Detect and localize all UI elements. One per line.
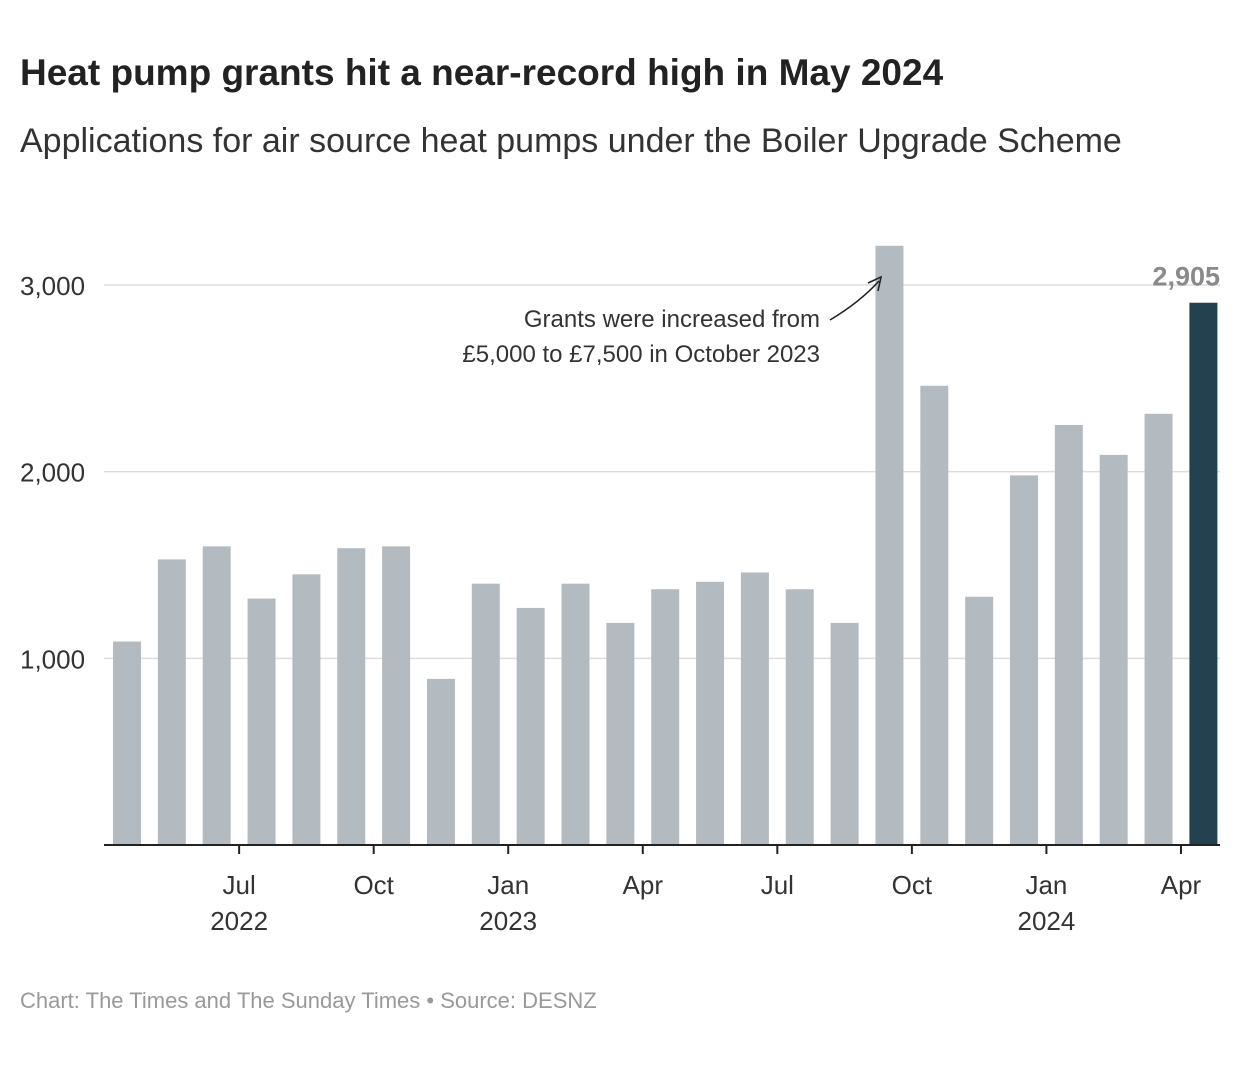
chart-subtitle: Applications for air source heat pumps u… [20, 122, 1122, 160]
bar [606, 622, 635, 845]
annotation-text: Grants were increased from [524, 306, 820, 333]
bar [1144, 413, 1173, 845]
bar [875, 245, 904, 845]
bar [920, 385, 949, 845]
bar [696, 581, 725, 845]
bar [292, 574, 321, 845]
y-axis-ticks: 1,000 2,000 3,000 [20, 271, 85, 674]
bar [382, 546, 411, 845]
chart-title: Heat pump grants hit a near-record high … [20, 52, 944, 93]
bar [426, 678, 455, 845]
bar [113, 641, 141, 845]
y-tick-label: 2,000 [20, 458, 85, 488]
y-tick-label: 3,000 [20, 271, 85, 301]
x-tick-label: Jul [761, 870, 794, 900]
bar [471, 583, 500, 845]
x-tick-year: 2023 [479, 906, 537, 936]
annotation-arrow [829, 280, 880, 321]
annotation: Grants were increased from £5,000 to £7,5… [462, 275, 883, 368]
bar [337, 548, 366, 845]
bar [1099, 454, 1128, 845]
x-tick-label: Jul [223, 870, 256, 900]
x-tick-label: Apr [1161, 870, 1202, 900]
bars: 2,905 [113, 245, 1220, 846]
bar [740, 572, 769, 845]
y-tick-label: 1,000 [20, 644, 85, 674]
bar [651, 589, 680, 845]
bar [830, 622, 859, 845]
chart-source: Chart: The Times and The Sunday Times • … [20, 988, 597, 1013]
x-tick-label: Jan [1025, 870, 1067, 900]
bar-highlight [1189, 302, 1218, 846]
bar [157, 559, 186, 845]
annotation-arrowhead [867, 275, 883, 292]
bar [561, 583, 590, 845]
bar [785, 589, 814, 845]
x-tick-year: 2022 [210, 906, 268, 936]
x-tick-label: Oct [892, 870, 933, 900]
annotation-text: £5,000 to £7,500 in October 2023 [462, 341, 820, 368]
bar [247, 598, 276, 845]
x-tick-label: Apr [623, 870, 664, 900]
data-label-highlight: 2,905 [1152, 262, 1220, 292]
x-tick-label: Jan [487, 870, 529, 900]
bar [516, 607, 545, 845]
bar [965, 596, 994, 845]
x-axis-ticks: Jul 2022 Oct Jan 2023 Apr Jul Oct Jan 2024 Apr [210, 845, 1202, 936]
bar [202, 546, 231, 845]
x-tick-label: Oct [353, 870, 394, 900]
bar [1010, 475, 1038, 845]
bar [1054, 424, 1083, 845]
x-tick-year: 2024 [1018, 906, 1076, 936]
